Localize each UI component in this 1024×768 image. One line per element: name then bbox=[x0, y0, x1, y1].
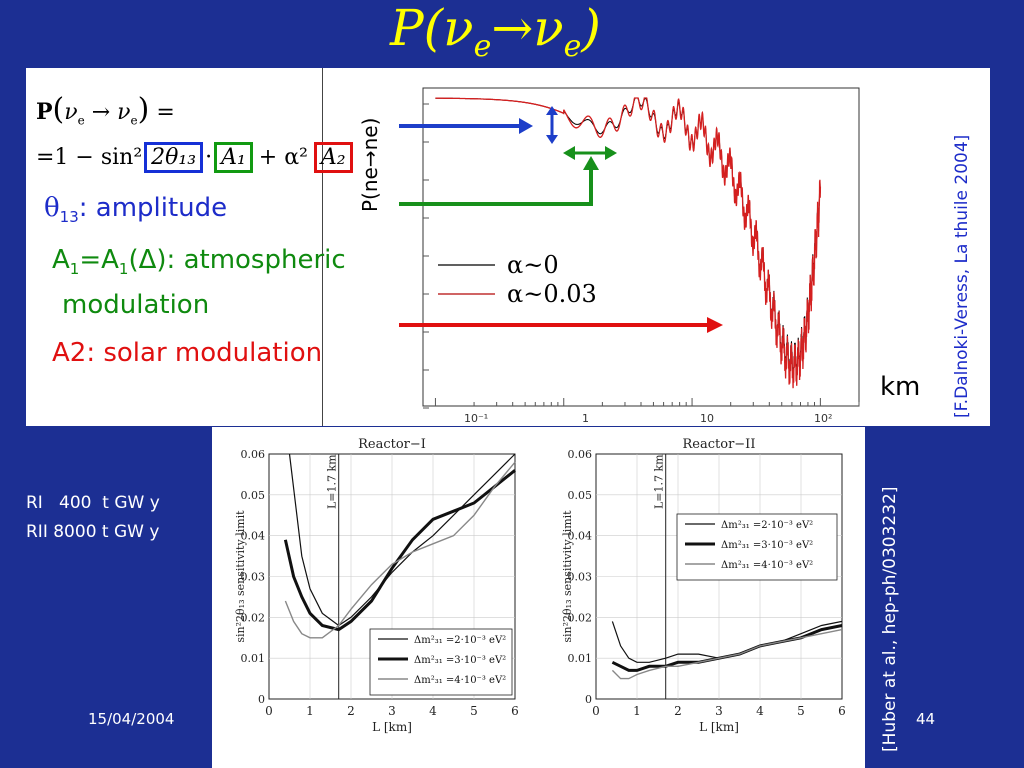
reactor-2-panel: Reactor−II 0 0.01 0.02 0.03 0.04 0.05 0.06 0 1 2 3 4… bbox=[561, 437, 846, 734]
y-tick-label: 0.06 bbox=[568, 448, 593, 461]
x-tick-label: 4 bbox=[756, 704, 764, 718]
item-a2: A2: solar modulation bbox=[52, 338, 323, 368]
panel-divider bbox=[322, 68, 323, 426]
legend-label: Δm²₃₁ =2·10⁻³ eV² bbox=[414, 635, 506, 646]
legend-label: Δm²₃₁ =3·10⁻³ eV² bbox=[414, 655, 506, 666]
x-tick-label: 6 bbox=[838, 704, 846, 718]
formula-box-blue: 2θ₁₃ bbox=[144, 142, 204, 173]
panel-title: Reactor−II bbox=[683, 437, 756, 452]
y-tick-marks bbox=[423, 103, 429, 409]
x-tick-label: 1 bbox=[582, 412, 589, 425]
y-tick-label: 0.03 bbox=[241, 571, 266, 584]
y-tick-label: 0.01 bbox=[568, 652, 593, 665]
item-a1: A1=A1(Δ): atmospheric bbox=[52, 245, 346, 279]
x-axis-label: L [km] bbox=[372, 720, 412, 734]
blue-arrow-head bbox=[519, 118, 533, 134]
legend-label: Δm²₃₁ =2·10⁻³ eV² bbox=[721, 520, 813, 531]
formula-box-green: A₁ bbox=[214, 142, 253, 173]
reactor-info-1: RI 400 t GW y bbox=[26, 493, 160, 513]
y-tick-label: 0.03 bbox=[568, 571, 593, 584]
credit-huber: [Huber at al., hep-ph/0303232] bbox=[880, 486, 900, 752]
baseline-label: L=1.7 km bbox=[326, 454, 339, 509]
x-tick-label: 2 bbox=[347, 704, 355, 718]
legend-box bbox=[676, 513, 838, 581]
x-tick-label: 2 bbox=[674, 704, 682, 718]
item-theta13: θ13: amplitude bbox=[44, 193, 228, 227]
x-tick-label: 10⁻¹ bbox=[464, 412, 488, 425]
x-tick-label: 5 bbox=[470, 704, 478, 718]
formula-box-red: A₂ bbox=[313, 142, 353, 173]
x-tick-label: 1 bbox=[633, 704, 641, 718]
series-line bbox=[288, 453, 516, 627]
reactor-info-2: RII 8000 t GW y bbox=[26, 522, 160, 542]
y-axis-label: sin²2θ₁₃ sensitivity limit bbox=[234, 510, 247, 643]
legend-label: Δm²₃₁ =4·10⁻³ eV² bbox=[414, 675, 506, 686]
formula-line-1: P(νe → νe) = bbox=[36, 92, 175, 128]
series-line bbox=[611, 628, 843, 680]
y-tick-label: 0.05 bbox=[241, 489, 266, 502]
x-tick-label: 4 bbox=[429, 704, 437, 718]
lower-panel bbox=[212, 427, 865, 768]
x-tick-label: 0 bbox=[265, 704, 273, 718]
x-tick-label: 3 bbox=[388, 704, 396, 718]
panel-title: Reactor−I bbox=[358, 437, 426, 452]
x-axis-label: L [km] bbox=[699, 720, 739, 734]
footer-page-number: 44 bbox=[916, 710, 936, 728]
series-alpha-0 bbox=[435, 97, 821, 381]
legend-label-alpha-0: α~0 bbox=[507, 251, 559, 279]
upper-y-axis-label: P(ne→ne) bbox=[358, 117, 382, 212]
legend-box bbox=[369, 628, 513, 696]
series-line bbox=[284, 461, 516, 639]
red-arrow-head bbox=[707, 317, 723, 333]
x-tick-label: 1 bbox=[306, 704, 314, 718]
x-tick-label: 6 bbox=[511, 704, 519, 718]
y-tick-label: 0.04 bbox=[241, 530, 266, 543]
footer-date: 15/04/2004 bbox=[88, 710, 175, 728]
x-tick-label: 10 bbox=[700, 412, 714, 425]
y-tick-label: 0.02 bbox=[241, 611, 266, 624]
x-tick-label: 10² bbox=[814, 412, 832, 425]
credit-dalnoki: [F.Dalnoki-Veress, La thuile 2004] bbox=[952, 134, 972, 418]
y-tick-label: 0.05 bbox=[568, 489, 593, 502]
legend-label-alpha-003: α~0.03 bbox=[507, 280, 597, 308]
x-tick-marks bbox=[434, 398, 860, 406]
series-alpha-003 bbox=[435, 97, 822, 389]
reactor-plots: Reactor−I 0 0.01 0.02 0.03 0.04 0.05 0.06 0 1 2 3 4 5… bbox=[234, 437, 846, 734]
formula-line-2: =1 − sin² 2θ₁₃ · A₁ + α² A₂ bbox=[36, 142, 353, 173]
slide-title: P(νe→νe) bbox=[390, 0, 601, 64]
x-tick-label: 0 bbox=[592, 704, 600, 718]
reactor-1-panel: Reactor−I 0 0.01 0.02 0.03 0.04 0.05 0.06 0 1 2 3 4 5… bbox=[234, 437, 519, 734]
y-tick-label: 0 bbox=[585, 693, 592, 706]
y-tick-label: 0.04 bbox=[568, 530, 593, 543]
y-axis-label: sin²2θ₁₃ sensitivity limit bbox=[561, 510, 574, 643]
x-tick-label: 3 bbox=[715, 704, 723, 718]
series-line bbox=[283, 469, 516, 632]
x-tick-label: 5 bbox=[797, 704, 805, 718]
legend-label: Δm²₃₁ =4·10⁻³ eV² bbox=[721, 560, 813, 571]
series-line bbox=[611, 624, 843, 672]
y-tick-label: 0.02 bbox=[568, 611, 593, 624]
green-arrow-head bbox=[583, 156, 599, 170]
series-line bbox=[611, 620, 843, 663]
y-tick-label: 0 bbox=[258, 693, 265, 706]
baseline-label: L=1.7 km bbox=[653, 454, 666, 509]
legend-label: Δm²₃₁ =3·10⁻³ eV² bbox=[721, 540, 813, 551]
survival-probability-chart: 10⁻¹ 1 10 10² α~0 α~0.03 bbox=[399, 87, 860, 425]
y-tick-label: 0.01 bbox=[241, 652, 266, 665]
item-a1-continued: modulation bbox=[62, 290, 210, 320]
y-tick-label: 0.06 bbox=[241, 448, 266, 461]
km-label: km bbox=[880, 372, 921, 402]
